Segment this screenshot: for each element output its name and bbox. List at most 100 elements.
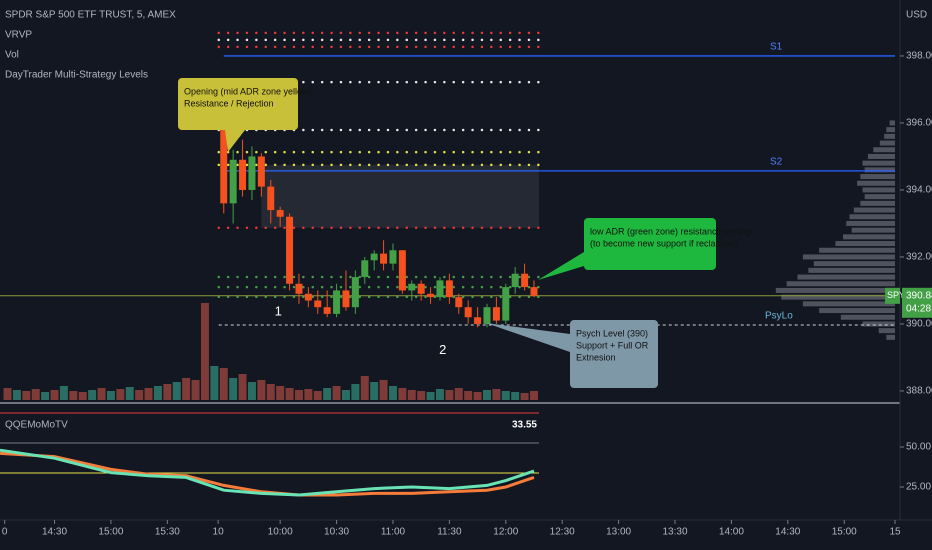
callout-text: Extnesion [576,352,616,362]
profile-bar [862,160,895,166]
volume-bar [285,388,294,400]
volume-bar [163,384,172,400]
annotation: 2 [439,342,446,357]
callout-text: (to become new support if reclaimed) [590,238,738,248]
x-tick-label: 12:00 [493,527,518,538]
candle-body [464,307,472,318]
x-tick-label: 10:30 [324,527,349,538]
volume-bar [482,390,491,400]
callout-pointer [225,130,245,152]
x-tick-label: 11:00 [381,527,406,538]
volume-bar [407,390,416,400]
volume-bar [398,388,407,400]
volume-bar [266,384,275,400]
profile-bar [808,267,895,273]
profile-bar [819,308,895,314]
profile-bar [846,220,895,226]
profile-bar [797,274,895,280]
volume-bar [341,390,350,400]
x-tick-label: 0 [2,527,8,538]
callout-text: Psych Level (390) [576,328,648,338]
x-tick-label: 12:30 [550,527,575,538]
candle-body [257,156,265,187]
candle-body [436,280,444,298]
callout-text: Support + Full OR [576,340,649,350]
profile-bar [862,321,895,327]
profile-bar [786,281,895,287]
last-price: 390.84 [906,290,932,301]
profile-bar [879,140,895,146]
profile-bar [802,254,895,260]
volume-bar [3,388,12,400]
callout-pointer [538,252,584,280]
x-tick-label: 15:00 [98,527,123,538]
volume-bar [360,376,369,400]
annotation: 1 [275,304,282,319]
level-label: S2 [770,156,783,167]
volume-bar [464,391,473,400]
price-tag [885,287,900,304]
volume-bar [511,392,520,400]
candle-body [323,307,331,314]
profile-bar [886,334,895,340]
volume-bar [238,374,247,400]
candle-body [342,290,350,308]
volume-bar [172,382,181,400]
candle-body [474,317,482,324]
profile-bar [781,294,895,300]
candle-body [521,273,529,288]
x-tick-label: 15:30 [155,527,180,538]
volume-bar [210,366,219,400]
volume-bar [88,390,97,400]
profile-bar [873,147,895,153]
volume-bar [501,391,510,400]
volume-bar [97,388,106,400]
profile-bar [860,174,895,180]
x-tick-label: 13:30 [662,527,687,538]
symbol-title: SPDR S&P 500 ETF TRUST, 5, AMEX [5,10,176,21]
callout-box [570,320,658,388]
volume-bar [116,389,125,400]
profile-bar [878,328,895,334]
candle-body [220,126,228,204]
volume-bar [182,378,191,400]
candle-body [389,250,397,264]
volume-bar [276,386,285,400]
volume-bar [153,386,162,400]
profile-bar [849,214,895,220]
callout-pointer [486,323,570,352]
candle-body [502,287,510,321]
profile-bar [819,247,895,253]
level-label: PsyLo [765,311,793,322]
countdown: 04:28 [906,303,931,314]
volume-bar [332,386,341,400]
profile-bar [775,287,895,293]
candle-body [445,280,453,298]
volume-bar [435,389,444,400]
x-tick-label: 15:00 [832,527,857,538]
volume-bar [144,388,153,400]
volume-bar [323,388,332,400]
profile-bar [851,227,895,233]
candle-body [229,159,237,204]
volume-bar [106,391,115,400]
oscillator-line [0,448,535,497]
symbol-tag: SPY [887,290,905,300]
volume-bar [247,382,256,400]
candle-body [455,297,463,308]
candle-body [276,210,284,217]
volume-bar [388,386,397,400]
indicator-name: DayTrader Multi-Strategy Levels [5,70,148,81]
x-tick-label: 14:30 [775,527,800,538]
x-tick-label: 14:30 [42,527,67,538]
volume-bar [31,389,40,400]
volume-bar [22,391,31,400]
callout-box [178,78,298,130]
profile-bar [813,261,895,267]
y-tick-label: 398.00 [906,51,932,62]
volume-bar [520,393,529,400]
profile-bar [853,207,895,213]
profile-bar [857,180,895,186]
profile-bar [862,187,895,193]
